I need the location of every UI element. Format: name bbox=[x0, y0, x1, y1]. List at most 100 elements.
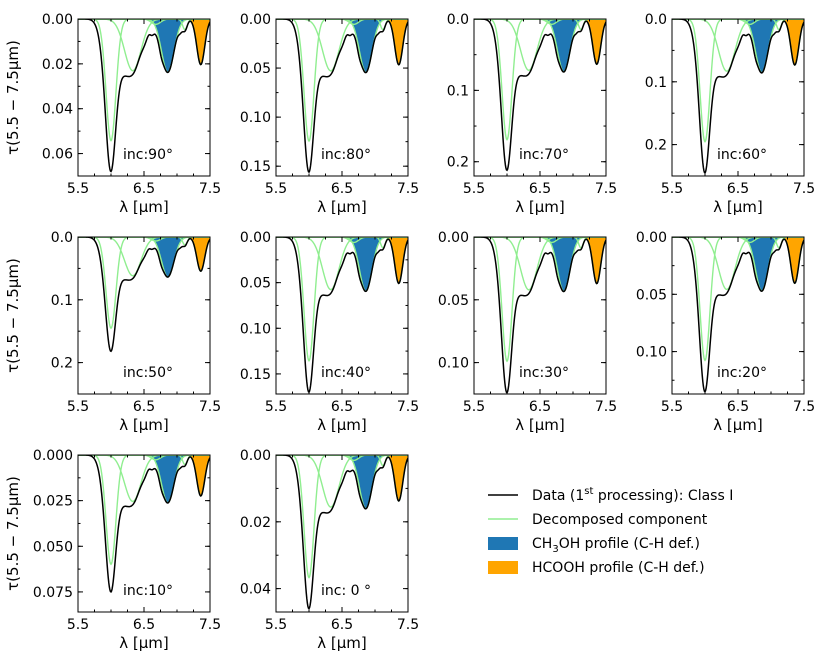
x-tick-label: 5.5 bbox=[661, 399, 683, 415]
x-tick-label: 5.5 bbox=[67, 181, 89, 197]
data-line bbox=[474, 237, 606, 394]
y-tick-label: 0.000 bbox=[33, 448, 73, 464]
legend-label: HCOOH profile (C-H def.) bbox=[532, 560, 705, 576]
data-line bbox=[276, 237, 408, 394]
ch3oh-profile-fill bbox=[276, 237, 408, 292]
y-tick-label: 0.1 bbox=[645, 75, 667, 91]
y-tick-label: 0.10 bbox=[438, 356, 469, 372]
ch3oh-profile-fill bbox=[672, 237, 804, 291]
y-tick-label: 0.0 bbox=[645, 12, 667, 28]
x-tick-label: 5.5 bbox=[265, 399, 287, 415]
decomposed-component-line bbox=[276, 237, 408, 362]
x-tick-label: 7.5 bbox=[397, 617, 419, 633]
y-axis-label: τ(5.5 − 7.5μm) bbox=[4, 258, 22, 373]
data-line bbox=[78, 455, 210, 593]
y-tick-label: 0.06 bbox=[42, 147, 73, 163]
y-tick-label: 0.2 bbox=[51, 356, 73, 372]
inclination-label: inc:90° bbox=[123, 147, 173, 163]
x-tick-label: 7.5 bbox=[595, 181, 617, 197]
x-tick-label: 5.5 bbox=[661, 181, 683, 197]
panel-1: 5.5 6.5 7.5 λ [μm] 0.00 0.02 0.04 0.06 inc:90° τ(… bbox=[4, 12, 221, 216]
x-tick-label: 6.5 bbox=[133, 399, 155, 415]
y-tick-label: 0.00 bbox=[636, 230, 667, 246]
hcooh-profile-fill bbox=[78, 237, 210, 272]
panel-9: 5.5 6.5 7.5 λ [μm] 0.000 0.025 0.050 0.075 inc:1… bbox=[4, 448, 221, 652]
x-tick-label: 7.5 bbox=[199, 617, 221, 633]
x-tick-label: 5.5 bbox=[265, 617, 287, 633]
x-tick-label: 5.5 bbox=[463, 181, 485, 197]
hcooh-profile-fill bbox=[276, 237, 408, 284]
x-tick-label: 5.5 bbox=[463, 399, 485, 415]
y-tick-label: 0.02 bbox=[42, 57, 73, 73]
x-tick-label: 6.5 bbox=[529, 399, 551, 415]
inclination-label: inc:60° bbox=[717, 147, 767, 163]
y-tick-label: 0.1 bbox=[51, 293, 73, 309]
x-tick-label: 6.5 bbox=[727, 181, 749, 197]
y-axis-label: τ(5.5 − 7.5μm) bbox=[4, 40, 22, 155]
inclination-label: inc:50° bbox=[123, 365, 173, 381]
y-tick-label: 0.05 bbox=[240, 61, 271, 77]
y-tick-label: 0.00 bbox=[42, 12, 73, 28]
x-tick-label: 5.5 bbox=[265, 181, 287, 197]
panel-3: 5.5 6.5 7.5 λ [μm] 0.0 0.1 0.2 inc:70° bbox=[447, 12, 617, 216]
x-tick-label: 6.5 bbox=[331, 399, 353, 415]
panel-6: 5.5 6.5 7.5 λ [μm] 0.00 0.05 0.10 0.15 inc:40° bbox=[240, 230, 419, 434]
decomposed-component-line bbox=[276, 455, 408, 579]
y-tick-label: 0.15 bbox=[240, 159, 271, 175]
x-tick-label: 5.5 bbox=[67, 617, 89, 633]
y-tick-label: 0.050 bbox=[33, 539, 73, 555]
legend-patch-swatch bbox=[488, 561, 518, 574]
x-tick-label: 7.5 bbox=[793, 181, 815, 197]
hcooh-profile-fill bbox=[276, 19, 408, 65]
hcooh-profile-fill bbox=[672, 237, 804, 284]
x-axis-label: λ [μm] bbox=[119, 416, 169, 434]
x-axis-label: λ [μm] bbox=[317, 416, 367, 434]
y-tick-label: 0.05 bbox=[438, 293, 469, 309]
decomposed-component-line bbox=[672, 237, 804, 362]
ch3oh-profile-fill bbox=[276, 19, 408, 73]
x-axis-label: λ [μm] bbox=[515, 198, 565, 216]
x-axis-label: λ [μm] bbox=[713, 198, 763, 216]
x-axis-label: λ [μm] bbox=[119, 198, 169, 216]
y-tick-label: 0.2 bbox=[447, 155, 469, 171]
x-axis-label: λ [μm] bbox=[515, 416, 565, 434]
legend-item-4: HCOOH profile (C-H def.) bbox=[488, 560, 705, 576]
x-tick-label: 7.5 bbox=[397, 181, 419, 197]
y-tick-label: 0.075 bbox=[33, 585, 73, 601]
panel-7: 5.5 6.5 7.5 λ [μm] 0.00 0.05 0.10 inc:30° bbox=[438, 230, 617, 434]
legend-label: CH3OH profile (C-H def.) bbox=[532, 536, 700, 555]
legend: Data (1st processing): Class I Decomposed… bbox=[488, 486, 733, 576]
ch3oh-profile-fill bbox=[474, 19, 606, 72]
panels-group: 5.5 6.5 7.5 λ [μm] 0.00 0.02 0.04 0.06 inc:90° τ(… bbox=[4, 12, 815, 652]
x-tick-label: 6.5 bbox=[133, 617, 155, 633]
hcooh-profile-fill bbox=[474, 237, 606, 284]
hcooh-profile-fill bbox=[276, 455, 408, 501]
y-tick-label: 0.0 bbox=[51, 230, 73, 246]
x-axis-label: λ [μm] bbox=[713, 416, 763, 434]
decomposed-component-line bbox=[474, 237, 606, 363]
ch3oh-profile-fill bbox=[78, 455, 210, 503]
y-tick-label: 0.10 bbox=[240, 321, 271, 337]
y-tick-label: 0.00 bbox=[240, 12, 271, 28]
y-tick-label: 0.00 bbox=[438, 230, 469, 246]
hcooh-profile-fill bbox=[474, 19, 606, 65]
x-tick-label: 6.5 bbox=[331, 181, 353, 197]
y-tick-label: 0.05 bbox=[240, 276, 271, 292]
x-tick-label: 6.5 bbox=[529, 181, 551, 197]
y-tick-label: 0.02 bbox=[240, 515, 271, 531]
decomposed-component-line bbox=[672, 19, 804, 143]
x-tick-label: 6.5 bbox=[133, 181, 155, 197]
ch3oh-profile-fill bbox=[78, 237, 210, 277]
y-tick-label: 0.04 bbox=[240, 582, 271, 598]
x-tick-label: 6.5 bbox=[331, 617, 353, 633]
x-tick-label: 6.5 bbox=[727, 399, 749, 415]
x-tick-label: 7.5 bbox=[397, 399, 419, 415]
data-line bbox=[672, 237, 804, 393]
ch3oh-profile-fill bbox=[672, 19, 804, 73]
x-axis-label: λ [μm] bbox=[317, 634, 367, 652]
y-tick-label: 0.2 bbox=[645, 138, 667, 154]
y-axis-label: τ(5.5 − 7.5μm) bbox=[4, 476, 22, 591]
y-tick-label: 0.10 bbox=[240, 110, 271, 126]
ch3oh-profile-fill bbox=[78, 19, 210, 73]
